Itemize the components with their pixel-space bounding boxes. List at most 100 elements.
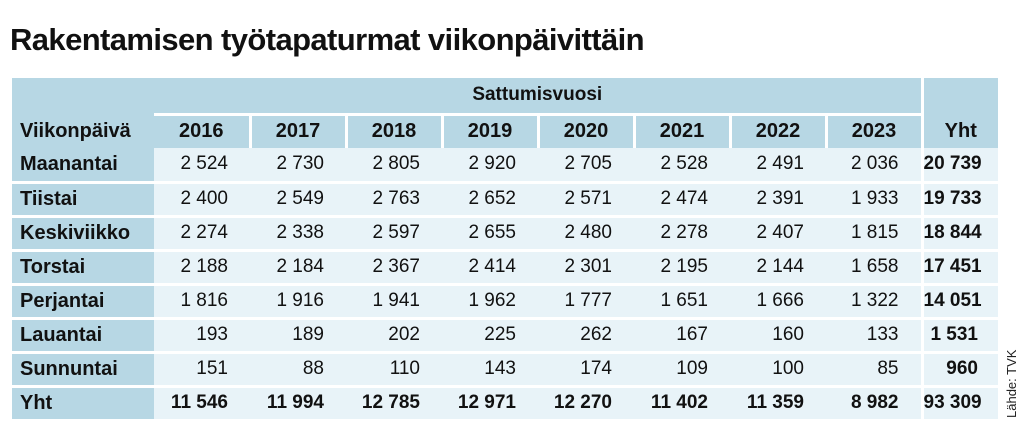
row-total-cell: 960 bbox=[920, 352, 998, 388]
table-row: Perjantai 1 816 1 916 1 941 1 962 1 777 1 651 1… bbox=[12, 284, 998, 320]
value-cell: 2 367 bbox=[346, 250, 442, 286]
value-cell: 2 144 bbox=[730, 250, 826, 286]
corner-cell bbox=[12, 78, 154, 114]
value-cell: 1 962 bbox=[442, 284, 538, 320]
row-label: Keskiviikko bbox=[12, 216, 154, 252]
value-cell: 1 666 bbox=[730, 284, 826, 320]
year-header: 2017 bbox=[248, 114, 346, 148]
value-cell: 2 274 bbox=[154, 216, 250, 252]
value-cell: 167 bbox=[634, 318, 730, 354]
page-title: Rakentamisen työtapaturmat viikonpäivitt… bbox=[10, 22, 645, 57]
value-cell: 11 359 bbox=[730, 386, 826, 422]
value-cell: 12 785 bbox=[346, 386, 442, 422]
row-label: Torstai bbox=[12, 250, 154, 286]
value-cell: 1 815 bbox=[826, 216, 922, 252]
value-cell: 1 816 bbox=[154, 284, 250, 320]
row-total-cell: 1 531 bbox=[920, 318, 998, 354]
value-cell: 88 bbox=[250, 352, 346, 388]
value-cell: 11 402 bbox=[634, 386, 730, 422]
table-row: Keskiviikko 2 274 2 338 2 597 2 655 2 480 2 27… bbox=[12, 216, 998, 252]
row-label: Yht bbox=[12, 386, 154, 422]
value-cell: 2 195 bbox=[634, 250, 730, 286]
value-cell: 2 414 bbox=[442, 250, 538, 286]
value-cell: 225 bbox=[442, 318, 538, 354]
year-header: 2020 bbox=[536, 114, 634, 148]
row-total-cell: 93 309 bbox=[920, 386, 998, 422]
value-cell: 85 bbox=[826, 352, 922, 388]
value-cell: 2 188 bbox=[154, 250, 250, 286]
value-cell: 2 184 bbox=[250, 250, 346, 286]
row-header: Viikonpäivä bbox=[12, 114, 154, 148]
value-cell: 2 655 bbox=[442, 216, 538, 252]
value-cell: 2 036 bbox=[826, 148, 922, 184]
value-cell: 1 651 bbox=[634, 284, 730, 320]
total-column-header: Yht bbox=[920, 114, 998, 148]
value-cell: 2 480 bbox=[538, 216, 634, 252]
value-cell: 174 bbox=[538, 352, 634, 388]
value-cell: 160 bbox=[730, 318, 826, 354]
value-cell: 193 bbox=[154, 318, 250, 354]
value-cell: 2 705 bbox=[538, 148, 634, 184]
value-cell: 2 407 bbox=[730, 216, 826, 252]
value-cell: 2 920 bbox=[442, 148, 538, 184]
row-label: Perjantai bbox=[12, 284, 154, 320]
value-cell: 2 805 bbox=[346, 148, 442, 184]
value-cell: 1 777 bbox=[538, 284, 634, 320]
year-header: 2021 bbox=[632, 114, 730, 148]
value-cell: 1 941 bbox=[346, 284, 442, 320]
value-cell: 262 bbox=[538, 318, 634, 354]
value-cell: 143 bbox=[442, 352, 538, 388]
row-total-cell: 20 739 bbox=[920, 148, 998, 184]
value-cell: 12 270 bbox=[538, 386, 634, 422]
year-header: 2019 bbox=[440, 114, 538, 148]
value-cell: 2 652 bbox=[442, 182, 538, 218]
value-cell: 2 491 bbox=[730, 148, 826, 184]
value-cell: 2 338 bbox=[250, 216, 346, 252]
table-row: Maanantai 2 524 2 730 2 805 2 920 2 705 2 528 2… bbox=[12, 148, 998, 184]
table-row: Tiistai 2 400 2 549 2 763 2 652 2 571 2 474 2 3… bbox=[12, 182, 998, 218]
corner-cell-total bbox=[920, 78, 998, 114]
value-cell: 2 474 bbox=[634, 182, 730, 218]
value-cell: 2 549 bbox=[250, 182, 346, 218]
value-cell: 2 278 bbox=[634, 216, 730, 252]
accidents-table: Sattumisvuosi Viikonpäivä 2016 2017 2018 20… bbox=[12, 78, 998, 422]
value-cell: 2 524 bbox=[154, 148, 250, 184]
value-cell: 1 933 bbox=[826, 182, 922, 218]
source-note: Lähde: TVK bbox=[1004, 349, 1019, 418]
value-cell: 2 763 bbox=[346, 182, 442, 218]
value-cell: 2 528 bbox=[634, 148, 730, 184]
group-header: Sattumisvuosi bbox=[154, 78, 922, 116]
total-row: Yht 11 546 11 994 12 785 12 971 12 270 11 402 1… bbox=[12, 386, 998, 422]
row-label: Tiistai bbox=[12, 182, 154, 218]
row-label: Lauantai bbox=[12, 318, 154, 354]
year-header: 2022 bbox=[728, 114, 826, 148]
value-cell: 100 bbox=[730, 352, 826, 388]
value-cell: 8 982 bbox=[826, 386, 922, 422]
value-cell: 2 301 bbox=[538, 250, 634, 286]
value-cell: 202 bbox=[346, 318, 442, 354]
value-cell: 1 916 bbox=[250, 284, 346, 320]
value-cell: 189 bbox=[250, 318, 346, 354]
row-total-cell: 17 451 bbox=[920, 250, 998, 286]
year-header: 2023 bbox=[824, 114, 922, 148]
row-total-cell: 18 844 bbox=[920, 216, 998, 252]
value-cell: 1 322 bbox=[826, 284, 922, 320]
year-header: 2018 bbox=[344, 114, 442, 148]
table-row: Torstai 2 188 2 184 2 367 2 414 2 301 2 195 2 1… bbox=[12, 250, 998, 286]
table-row: Sunnuntai 151 88 110 143 174 109 100 85 960 bbox=[12, 352, 998, 388]
value-cell: 2 730 bbox=[250, 148, 346, 184]
row-total-cell: 14 051 bbox=[920, 284, 998, 320]
value-cell: 110 bbox=[346, 352, 442, 388]
value-cell: 2 391 bbox=[730, 182, 826, 218]
row-label: Sunnuntai bbox=[12, 352, 154, 388]
value-cell: 12 971 bbox=[442, 386, 538, 422]
value-cell: 2 400 bbox=[154, 182, 250, 218]
value-cell: 1 658 bbox=[826, 250, 922, 286]
value-cell: 151 bbox=[154, 352, 250, 388]
row-total-cell: 19 733 bbox=[920, 182, 998, 218]
table-row: Lauantai 193 189 202 225 262 167 160 133 1 531 bbox=[12, 318, 998, 354]
value-cell: 11 994 bbox=[250, 386, 346, 422]
value-cell: 133 bbox=[826, 318, 922, 354]
value-cell: 109 bbox=[634, 352, 730, 388]
value-cell: 2 571 bbox=[538, 182, 634, 218]
